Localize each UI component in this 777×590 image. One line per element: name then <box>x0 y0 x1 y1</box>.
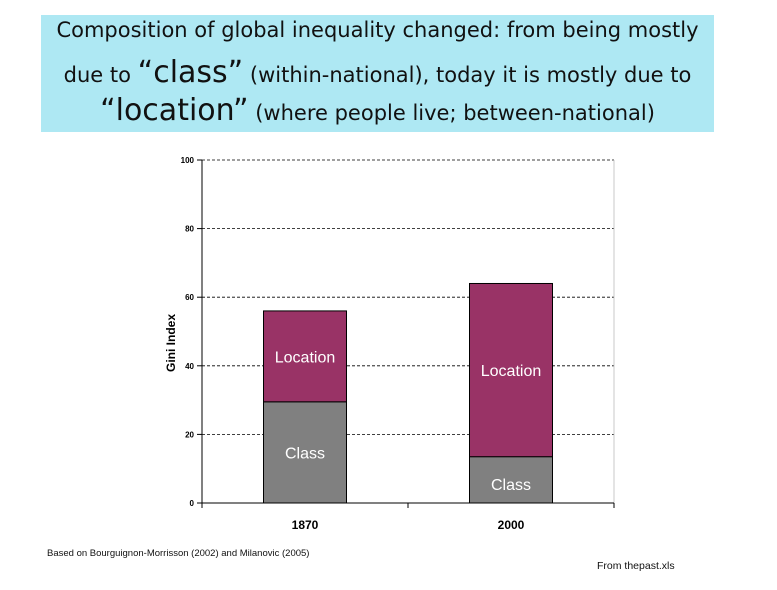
title-line-2-pre: due to <box>63 63 138 87</box>
source-note: Based on Bourguignon-Morrisson (2002) an… <box>47 548 310 559</box>
y-tick-label-0: 0 <box>190 499 195 508</box>
title-line-2: due to “class” (within-national), today … <box>41 55 714 90</box>
y-axis-label: Gini Index <box>164 314 178 372</box>
title-line-2-post: (within-national), today it is mostly du… <box>243 63 692 87</box>
bar-label-location-2000: Location <box>481 363 542 380</box>
x-tick-label-1870: 1870 <box>292 518 319 532</box>
title-line-3: “location” (where people live; between-n… <box>41 93 714 128</box>
title-keyword-location: “location” <box>100 93 249 128</box>
y-tick-label-60: 60 <box>185 293 194 302</box>
title-banner: Composition of global inequality changed… <box>41 15 714 132</box>
y-tick-label-20: 20 <box>185 430 194 439</box>
x-tick-label-2000: 2000 <box>498 518 525 532</box>
title-line-1: Composition of global inequality changed… <box>56 18 699 42</box>
bars: Class Location Class Location <box>263 282 553 504</box>
y-tick-label-100: 100 <box>181 156 195 165</box>
bar-location-1870 <box>263 310 347 403</box>
file-note: From thepast.xls <box>597 560 675 572</box>
y-tick-label-40: 40 <box>185 362 194 371</box>
bar-class-1870 <box>263 401 347 504</box>
bar-label-location-1870: Location <box>275 349 336 366</box>
bar-label-class-2000: Class <box>491 477 531 494</box>
bar-location-2000 <box>469 282 553 458</box>
bar-label-class-1870: Class <box>285 445 325 462</box>
title-keyword-class: “class” <box>137 55 244 90</box>
y-tick-label-80: 80 <box>185 225 194 234</box>
gridlines <box>202 159 615 503</box>
axes: 1870 2000 0 20 40 60 80 100 <box>181 156 615 532</box>
title-line-3-post: (where people live; between-national) <box>248 101 655 125</box>
